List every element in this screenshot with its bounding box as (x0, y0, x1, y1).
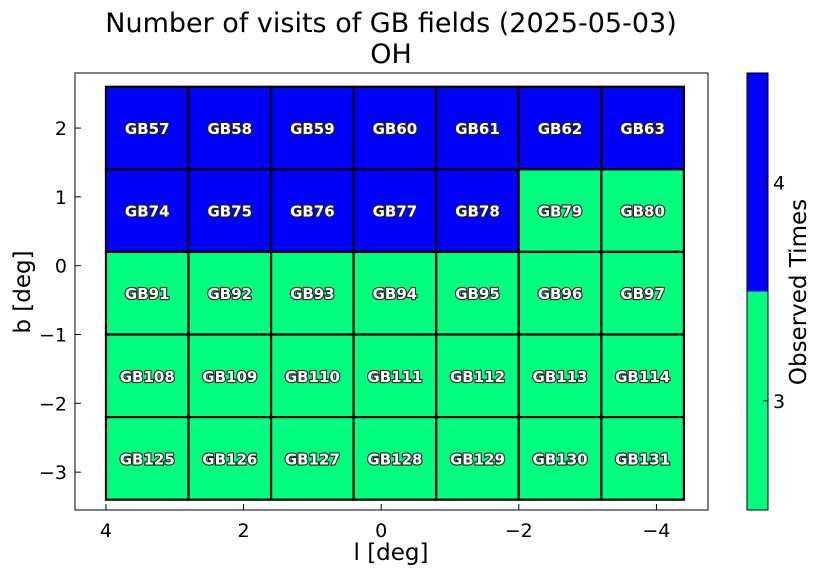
y-tick-label: −3 (39, 462, 67, 484)
colorbar-segment (747, 73, 768, 292)
field-cell (187, 333, 273, 419)
field-label: GB131 (615, 450, 670, 468)
field-label: GB127 (285, 450, 340, 468)
field-cell (104, 168, 190, 254)
field-label: GB77 (373, 203, 418, 221)
field-label: GB95 (455, 285, 500, 303)
field-label: GB57 (125, 120, 170, 138)
y-axis-label: b [deg] (10, 250, 36, 333)
field-label: GB108 (120, 368, 175, 386)
x-tick-label: −2 (505, 520, 533, 542)
field-cell (104, 415, 190, 501)
field-cell (104, 333, 190, 419)
field-label: GB60 (373, 120, 418, 138)
field-label: GB111 (367, 368, 422, 386)
field-label: GB109 (202, 368, 257, 386)
field-label: GB74 (125, 203, 170, 221)
field-label: GB79 (538, 203, 583, 221)
chart-subtitle: OH (370, 39, 412, 70)
field-label: GB97 (620, 285, 665, 303)
colorbar: 34 (746, 72, 785, 511)
y-tick-label: 1 (55, 187, 67, 209)
field-cell (517, 250, 603, 336)
colorbar-segment (747, 291, 768, 510)
x-tick-label: −4 (642, 520, 670, 542)
field-label: GB113 (533, 368, 588, 386)
x-axis-ticks: 4 2 0 −2 −4 (100, 504, 670, 542)
field-label: GB93 (290, 285, 335, 303)
field-label: GB62 (538, 120, 583, 138)
y-tick-label: −1 (39, 325, 67, 347)
field-cell (104, 85, 190, 171)
field-label: GB112 (450, 368, 505, 386)
field-cell (600, 168, 686, 254)
x-axis-label: l [deg] (354, 540, 429, 566)
field-label: GB128 (367, 450, 422, 468)
field-label: GB110 (285, 368, 340, 386)
field-label: GB78 (455, 203, 500, 221)
plot-frame (74, 72, 709, 511)
field-cell (517, 333, 603, 419)
x-tick-label: 2 (238, 520, 250, 542)
field-label: GB114 (615, 368, 670, 386)
colorbar-tick-label: 4 (773, 172, 785, 194)
field-label: GB58 (207, 120, 252, 138)
field-label: GB61 (455, 120, 500, 138)
field-cell (435, 168, 520, 254)
field-label: GB96 (538, 285, 583, 303)
field-label: GB129 (450, 450, 505, 468)
colorbar-tick-label: 3 (773, 391, 785, 413)
x-tick-label: 0 (375, 520, 387, 542)
field-label: GB76 (290, 203, 335, 221)
field-label: GB130 (533, 450, 588, 468)
field-cell (269, 250, 355, 336)
y-axis-ticks: 2 1 0 −1 −2 −3 (39, 118, 81, 484)
field-label: GB125 (120, 450, 175, 468)
field-label: GB91 (125, 285, 170, 303)
y-tick-label: −2 (39, 393, 67, 415)
y-tick-label: 0 (55, 256, 67, 278)
field-label: GB80 (620, 203, 665, 221)
colorbar-frame (746, 72, 769, 511)
field-label: GB75 (207, 203, 252, 221)
field-cell (517, 85, 603, 171)
field-cell (517, 415, 603, 501)
chart-title: Number of visits of GB fields (2025-05-0… (105, 8, 676, 39)
field-label: GB59 (290, 120, 335, 138)
x-tick-label: 4 (100, 520, 112, 542)
field-cell (600, 415, 686, 501)
colorbar-label: Observed Times (786, 199, 812, 385)
field-cell (187, 85, 273, 171)
y-tick-label: 2 (55, 118, 67, 140)
field-label: GB92 (207, 285, 252, 303)
heatmap-cells: GB57 GB58 GB59 GB60 GB61 GB62 GB63 GB74 GB75 GB76… (104, 85, 686, 501)
field-cell (269, 168, 355, 254)
field-cell (600, 250, 686, 336)
field-cell (352, 250, 438, 336)
field-cell (600, 333, 686, 419)
field-cell (435, 250, 520, 336)
field-cell (187, 250, 273, 336)
field-cell (269, 415, 355, 501)
field-label: GB63 (620, 120, 665, 138)
field-label: GB126 (202, 450, 257, 468)
field-label: GB94 (373, 285, 418, 303)
